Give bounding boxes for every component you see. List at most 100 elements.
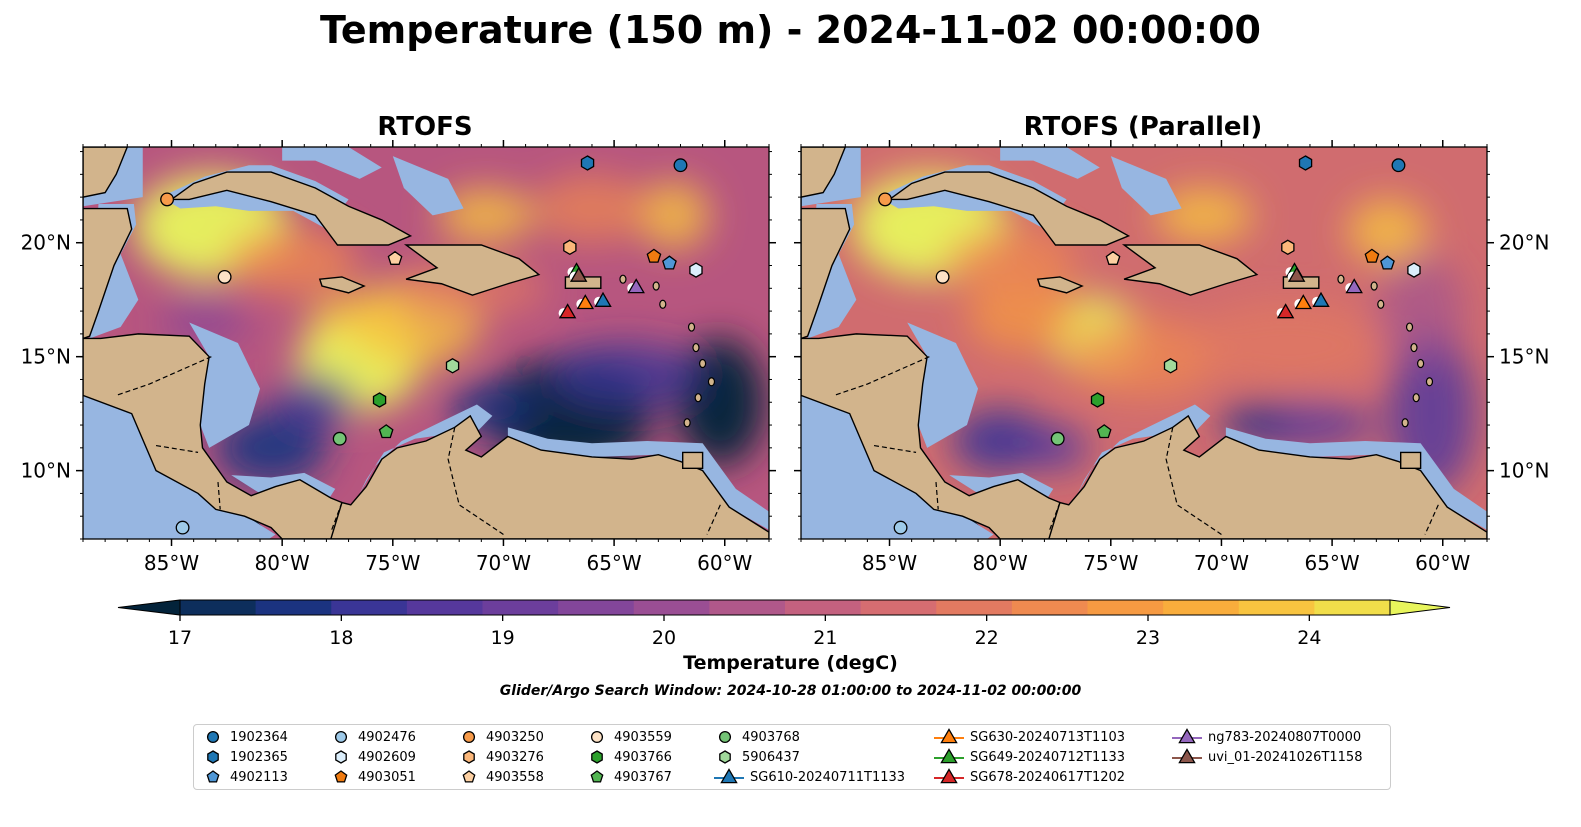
legend-marker: [206, 730, 220, 744]
legend-item: 4903250: [458, 727, 544, 747]
island: [683, 418, 691, 428]
lon-tick-label: 85°W: [862, 551, 917, 575]
shelf-venez: [1225, 427, 1487, 530]
marker-4902609: [689, 262, 703, 278]
marker-4903558: [1105, 250, 1121, 265]
legend-marker: [720, 768, 738, 784]
legend-marker: [940, 728, 958, 744]
land-florida: [950, 147, 979, 148]
legend-marker-icon: [590, 770, 604, 783]
marker-1902365: [1298, 155, 1313, 171]
lat-tick-label: 15°N: [21, 345, 71, 369]
marker-4902113: [662, 255, 677, 270]
marker-SG610-20240711T1133: [1312, 291, 1330, 307]
legend-marker: [334, 770, 348, 783]
island: [652, 281, 660, 291]
lat-tick-label: 20°N: [1499, 231, 1549, 255]
shelf-venez: [507, 427, 769, 530]
marker-ng783-20240807T0000: [1345, 278, 1363, 294]
legend-item: 4903767: [586, 767, 672, 787]
colorbar-label: Temperature (degC): [683, 652, 898, 674]
lon-tick-label: 65°W: [586, 551, 641, 575]
land-hispaniola: [403, 244, 541, 296]
island: [1401, 418, 1409, 428]
legend-item: 4903276: [458, 747, 544, 767]
legend-label: SG610-20240711T1133: [750, 769, 906, 785]
legend-label: 4903051: [358, 769, 416, 785]
legend-marker: [335, 750, 347, 764]
colorbar-tick-label: 24: [1297, 627, 1321, 649]
marker-uvi_01-20241026T1158: [569, 266, 588, 282]
island: [1405, 322, 1414, 332]
marker-1902364: [1391, 158, 1406, 173]
marker-4903559: [935, 269, 950, 284]
legend-marker: [334, 730, 348, 744]
marker-4903559: [217, 269, 232, 284]
legend-marker-icon: [1172, 728, 1202, 744]
legend-marker: [940, 748, 958, 764]
legend-item: 5906437: [714, 747, 800, 767]
map-frame: [800, 146, 1488, 540]
legend-label: SG678-20240617T1202: [970, 769, 1126, 785]
country-border: [330, 502, 343, 533]
land-gulfmex: [801, 147, 847, 198]
legend-label: 4903250: [486, 729, 544, 745]
legend-label: 4903767: [614, 769, 672, 785]
legend-label: ng783-20240807T0000: [1208, 729, 1362, 745]
marker-4903276: [563, 239, 577, 256]
legend-marker-icon: [207, 750, 219, 764]
lon-tick-label: 80°W: [255, 551, 310, 575]
colorbar-extend-max: [1389, 599, 1451, 616]
legend-item: 4903559: [586, 727, 672, 747]
legend-item: 4903766: [586, 747, 672, 767]
country-border: [115, 356, 212, 396]
colorbar-segment: [633, 600, 710, 615]
legend-item: 4903051: [330, 767, 416, 787]
legend-marker-icon: [335, 750, 347, 764]
colorbar-segment: [936, 600, 1013, 615]
country-border: [155, 444, 199, 453]
legend-marker: [207, 750, 219, 764]
colorbar-segment: [406, 600, 483, 615]
island: [619, 274, 627, 284]
colorbar-segment: [482, 600, 559, 615]
legend-marker-icon: [714, 768, 744, 784]
colorbar-segment: [255, 600, 332, 615]
legend-label: 4903558: [486, 769, 544, 785]
figure-title: Temperature (150 m) - 2024-11-02 00:00:0…: [319, 8, 1261, 52]
land-jamaica: [318, 276, 366, 294]
legend-item: 4903768: [714, 727, 800, 747]
map-panel-rtofs: 85°W 80°W 75°W 70°W 65°W 60°W 20°N 15°N 10°N: [21, 140, 776, 575]
land-southam: [330, 414, 769, 539]
lat-tick-label: 15°N: [1499, 345, 1549, 369]
shelf-bahama2: [1110, 156, 1182, 216]
colorbar-tick-label: 20: [652, 627, 676, 649]
legend-marker-icon: [1172, 748, 1202, 764]
legend-label: 4903766: [614, 749, 672, 765]
legend-label: 4902609: [358, 749, 416, 765]
shelf-bahama1: [1000, 147, 1100, 179]
colorbar-segment: [180, 600, 257, 615]
land-cuba: [887, 171, 1131, 246]
legend-marker-icon: [591, 750, 603, 764]
island: [699, 358, 707, 369]
legend-marker-icon: [719, 750, 731, 764]
colorbar: 17 18 19 20 21 22 23 24: [117, 599, 1451, 649]
colorbar-segment: [1314, 600, 1391, 615]
marker-4903768: [332, 431, 347, 446]
legend-label: 4903276: [486, 749, 544, 765]
marker-4902476: [893, 520, 908, 535]
lat-tick-label: 10°N: [1499, 459, 1549, 483]
land-central: [83, 333, 350, 539]
country-border: [706, 504, 721, 535]
country-border: [935, 481, 939, 510]
legend-marker-icon: [206, 770, 220, 783]
lon-tick-label: 75°W: [365, 551, 420, 575]
legend-item: 4902113: [202, 767, 288, 787]
lon-tick-label: 60°W: [1415, 551, 1470, 575]
lon-tick-label: 70°W: [476, 551, 531, 575]
land-gulfmex: [83, 147, 129, 198]
legend-marker: [718, 730, 732, 744]
legend-marker-icon: [462, 730, 476, 744]
